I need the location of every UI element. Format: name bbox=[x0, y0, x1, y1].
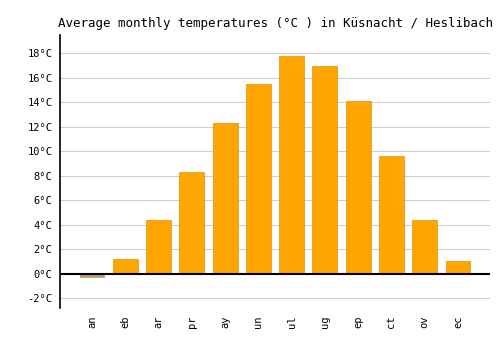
Bar bbox=[212, 123, 238, 274]
Bar bbox=[113, 259, 138, 274]
Bar bbox=[412, 220, 437, 274]
Bar bbox=[279, 56, 304, 274]
Bar bbox=[146, 220, 171, 274]
Bar bbox=[180, 172, 204, 274]
Title: Average monthly temperatures (°C ) in Küsnacht / Heslibach: Average monthly temperatures (°C ) in Kü… bbox=[58, 17, 492, 30]
Bar bbox=[312, 65, 338, 274]
Bar bbox=[246, 84, 271, 274]
Bar bbox=[379, 156, 404, 274]
Bar bbox=[346, 101, 370, 274]
Bar bbox=[80, 274, 104, 278]
Bar bbox=[446, 261, 470, 274]
